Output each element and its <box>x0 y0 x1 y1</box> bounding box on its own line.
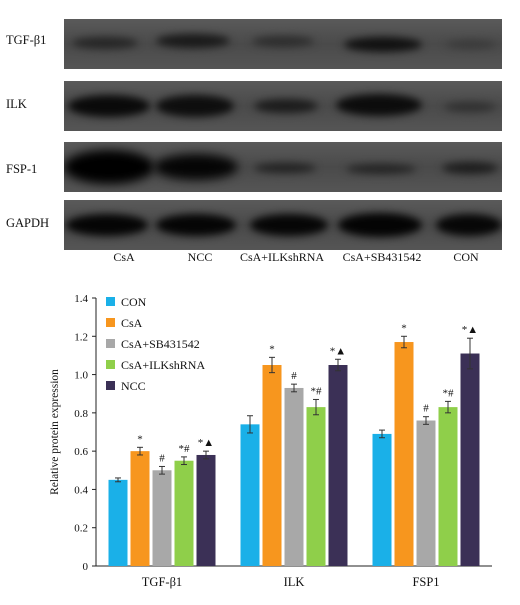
significance-mark: * <box>401 322 407 334</box>
legend-swatch <box>106 339 115 348</box>
significance-mark: # <box>291 370 297 382</box>
bar <box>108 479 128 566</box>
significance-mark: * <box>137 433 143 445</box>
bar <box>174 460 194 566</box>
y-tick-label: 0.4 <box>74 484 88 496</box>
bar <box>152 470 172 566</box>
x-tick-label: TGF-β1 <box>142 575 182 589</box>
significance-mark: # <box>159 452 165 464</box>
bar <box>196 454 216 566</box>
lane-label: CsA+ILKshRNA <box>239 250 325 264</box>
y-tick-label: 1.2 <box>74 331 88 343</box>
legend-label: CsA+ILKshRNA <box>121 358 205 372</box>
significance-mark: *# <box>311 385 323 397</box>
legend-swatch <box>106 297 115 306</box>
y-tick-label: 0.6 <box>74 446 88 458</box>
significance-mark: * <box>269 343 275 355</box>
significance-mark: *# <box>443 387 455 399</box>
blot-strip-tgf-b1 <box>64 19 502 69</box>
legend-swatch <box>106 318 115 327</box>
bar <box>306 407 326 566</box>
bar <box>394 342 414 566</box>
lane-label: NCC <box>187 250 213 264</box>
significance-mark: *▲ <box>462 324 478 336</box>
blot-row-label: ILK <box>6 97 27 111</box>
bar <box>372 433 392 566</box>
y-tick-label: 0 <box>83 561 89 573</box>
bar <box>460 353 480 566</box>
y-tick-label: 0.8 <box>74 408 88 420</box>
blot-row-label: TGF-β1 <box>6 33 47 47</box>
y-axis-title: Relative protein expression <box>49 369 61 495</box>
legend-label: CON <box>121 295 147 309</box>
lane-label: CsA <box>113 250 135 264</box>
significance-mark: *# <box>179 443 191 455</box>
y-tick-label: 1.4 <box>74 293 88 305</box>
blot-row-label: FSP-1 <box>6 162 38 176</box>
bar <box>262 365 282 566</box>
bar-chart-panel: 0 0.2 0.4 0.6 0.8 1.0 1.2 1.4 Relative protein e… <box>0 270 520 600</box>
blot-row-label: GAPDH <box>6 216 50 230</box>
x-tick-label: FSP1 <box>412 575 439 589</box>
lane-label: CON <box>453 250 479 264</box>
legend-label: CsA <box>121 316 143 330</box>
legend-swatch <box>106 360 115 369</box>
bar <box>438 407 458 566</box>
bar <box>130 451 150 566</box>
bar-chart: 0 0.2 0.4 0.6 0.8 1.0 1.2 1.4 Relative protein e… <box>49 293 492 589</box>
significance-mark: # <box>423 403 429 415</box>
bar <box>416 420 436 566</box>
significance-mark: *▲ <box>330 345 346 357</box>
western-blot-panel: TGF-β1 ILK FSP-1 GAPDH CsA NCC CsA+ILKsh… <box>0 0 520 270</box>
x-tick-label: ILK <box>284 575 305 589</box>
legend-label: NCC <box>121 379 146 393</box>
blot-strip-ilk <box>64 81 502 131</box>
legend-swatch <box>106 381 115 390</box>
y-tick-label: 0.2 <box>74 523 88 535</box>
bar <box>328 365 348 566</box>
lane-label: CsA+SB431542 <box>342 250 422 264</box>
blot-strip-fsp-1 <box>64 142 502 192</box>
y-tick-label: 1.0 <box>74 370 88 382</box>
legend-label: CsA+SB431542 <box>121 337 200 351</box>
bar <box>284 387 304 566</box>
bar <box>240 424 260 566</box>
blot-strip-gapdh <box>64 200 502 250</box>
significance-mark: *▲ <box>198 437 214 449</box>
